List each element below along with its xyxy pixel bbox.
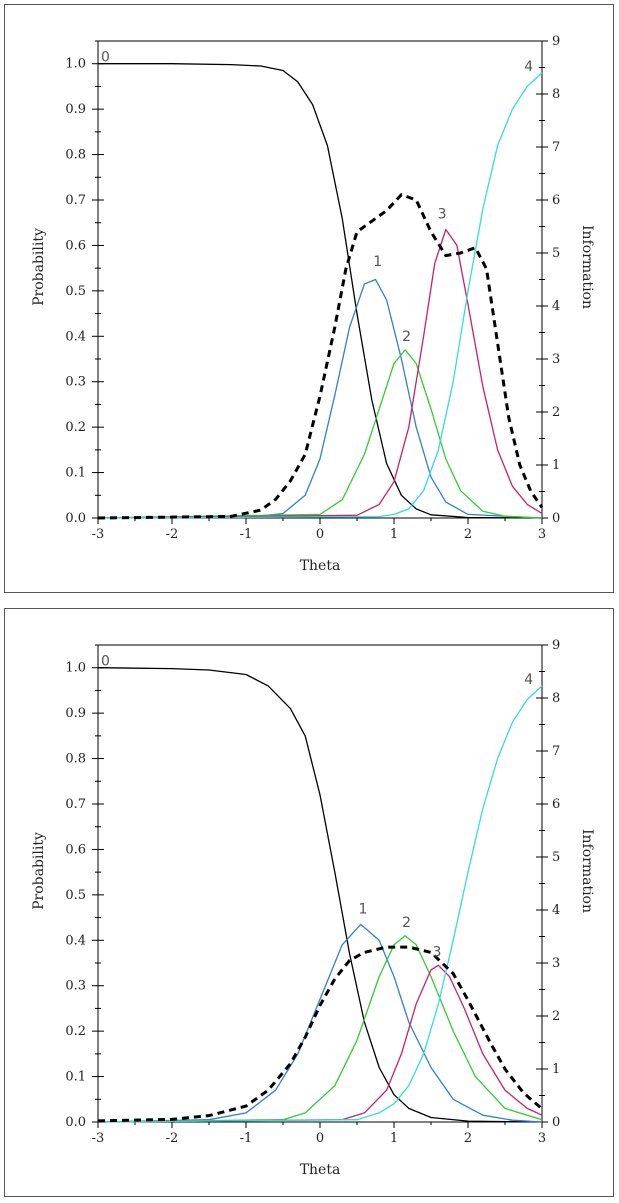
curve-label-4: 4 [524,59,533,75]
x-tick-label: -1 [240,527,253,542]
y-tick-label: 0.0 [65,1115,86,1130]
category-curve-0 [98,63,543,519]
y-tick-label: 0.9 [65,102,86,117]
y2-tick-label: 1 [552,1062,560,1077]
x-tick-label: 0 [316,527,324,542]
y2-axis-title: Information [579,829,595,913]
y2-tick-label: 6 [552,193,560,208]
x-tick-label: -3 [92,1131,105,1146]
y2-axis-title: Information [579,225,595,309]
y2-tick-label: 0 [552,511,560,526]
category-curve-1 [97,923,543,1123]
curve-label-1: 1 [373,254,382,270]
y2-tick-label: 1 [552,458,560,473]
category-curve-4 [97,72,543,519]
x-axis-title: Theta [300,558,341,574]
x-tick-label: -1 [240,1131,253,1146]
y2-tick-label: 4 [552,299,560,314]
x-tick-label: 2 [464,1131,472,1146]
category-curve-1 [97,278,543,519]
x-tick-label: 1 [390,527,398,542]
y2-tick-label: 5 [552,850,560,865]
y-tick-label: 0.4 [65,933,86,948]
x-tick-label: -2 [166,1131,179,1146]
information-curve [97,193,544,520]
plot-area [97,644,543,1123]
curve-label-1: 1 [358,901,367,917]
category-curve-4 [97,685,543,1123]
chart-panel-top: -3 -2 -1 0 1 2 3 0.0 0.1 0.2 0.3 0.4 0.5 0.6 0.7 0.8 0.9… [4,4,614,593]
y2-tick-label: 3 [552,956,560,971]
x-tick-label: 1 [390,1131,398,1146]
y-tick-label: 0.3 [65,979,86,994]
y-tick-label: 0.7 [65,797,86,812]
y-tick-label: 1.0 [65,661,86,676]
y2-tick-label: 6 [552,797,560,812]
y-tick-label: 0.6 [65,238,86,253]
item-response-chart-top: -3 -2 -1 0 1 2 3 0.0 0.1 0.2 0.3 0.4 0.5 0.6 0.7 0.8 0.9… [31,34,595,574]
y-tick-label: 0.8 [65,752,86,767]
plot-area [97,40,543,519]
y2-tick-label: 2 [552,1009,560,1024]
chart-panel-bottom: -3 -2 -1 0 1 2 3 0.0 0.1 0.2 0.3 0.4 0.5 0.6 0.7 0.8 0.9… [4,608,614,1197]
y2-tick-label: 3 [552,352,560,367]
x-tick-label: -2 [166,527,179,542]
category-curve-0 [97,667,543,1123]
curve-label-4: 4 [524,672,533,688]
x-tick-label: 0 [316,1131,324,1146]
y-tick-label: 0.5 [65,284,86,299]
y2-tick-label: 8 [552,691,560,706]
y2-tick-label: 9 [552,638,560,653]
y-tick-label: 0.0 [65,511,86,526]
information-curve [97,945,543,1123]
y2-tick-label: 8 [552,87,560,102]
x-axis-title: Theta [300,1162,341,1178]
y-tick-label: 0.8 [65,148,86,163]
y2-tick-label: 4 [552,903,560,918]
y-tick-label: 0.5 [65,888,86,903]
y-tick-label: 0.1 [65,466,86,481]
y-tick-label: 1.0 [65,57,86,72]
x-tick-label: -3 [92,527,105,542]
curve-label-0: 0 [101,654,110,670]
y-axis-title: Probability [31,228,47,306]
y-tick-label: 0.3 [65,375,86,390]
y2-tick-label: 2 [552,405,560,420]
category-curve-2 [97,349,543,519]
y2-tick-label: 0 [552,1115,560,1130]
item-response-chart-bottom: -3 -2 -1 0 1 2 3 0.0 0.1 0.2 0.3 0.4 0.5 0.6 0.7 0.8 0.9… [31,638,595,1178]
y-tick-label: 0.6 [65,842,86,857]
y-tick-label: 0.4 [65,329,86,344]
curve-label-3: 3 [432,944,441,960]
curve-label-3: 3 [438,206,447,222]
x-tick-label: 3 [538,1131,546,1146]
category-curve-3 [97,228,543,519]
y-tick-label: 0.9 [65,706,86,721]
y2-tick-label: 9 [552,34,560,49]
y-axis-title: Probability [31,832,47,910]
x-tick-label: 2 [464,527,472,542]
y2-tick-label: 7 [552,744,560,759]
category-curve-2 [97,935,543,1123]
y-tick-label: 0.1 [65,1070,86,1085]
curve-label-0: 0 [101,50,110,66]
curve-label-2: 2 [402,329,411,345]
y-tick-label: 0.7 [65,193,86,208]
y-tick-label: 0.2 [65,1024,86,1039]
y-tick-label: 0.2 [65,420,86,435]
y2-tick-label: 5 [552,246,560,261]
y2-tick-label: 7 [552,140,560,155]
curve-label-2: 2 [402,915,411,931]
category-curve-3 [97,964,543,1123]
x-tick-label: 3 [538,527,546,542]
